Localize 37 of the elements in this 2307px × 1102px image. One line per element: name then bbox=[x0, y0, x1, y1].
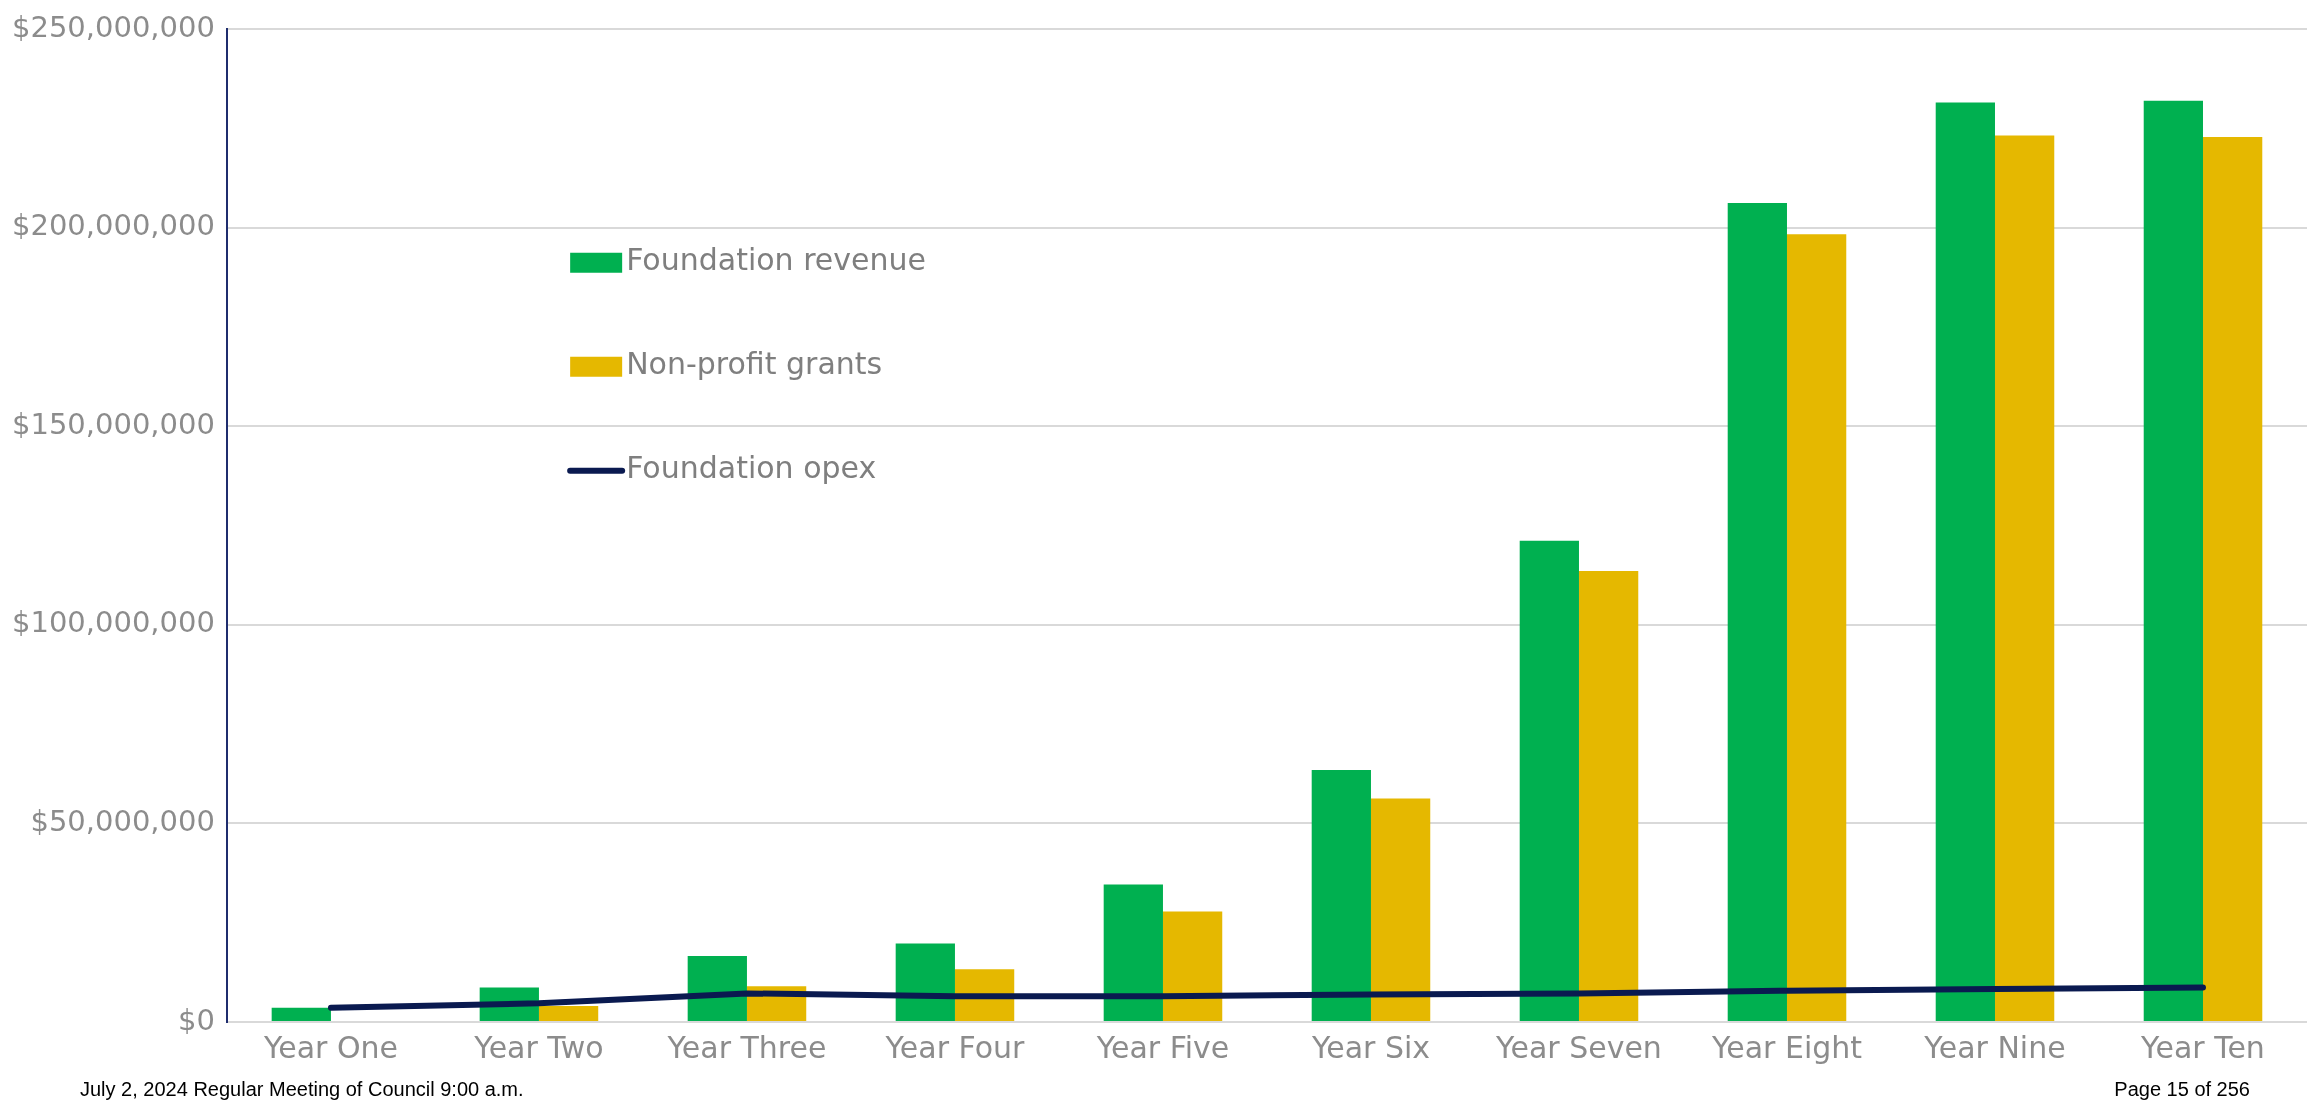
y-tick-label: $200,000,000 bbox=[11, 208, 215, 243]
bar bbox=[271, 1007, 331, 1021]
bar bbox=[1162, 911, 1223, 1021]
x-tick-label: Year One bbox=[262, 1029, 399, 1065]
x-tick-label: Year Six bbox=[1310, 1029, 1431, 1065]
bar bbox=[687, 956, 747, 1021]
bar bbox=[1103, 884, 1163, 1021]
legend-label: Foundation opex bbox=[626, 450, 877, 486]
text: July 2, 2024 Regular Meeting of Council 9:00 a.m. bbox=[80, 1077, 524, 1100]
text: Page 15 of 256 bbox=[2114, 1077, 2250, 1100]
x-tick-label: Year Two bbox=[473, 1029, 604, 1065]
x-tick-label: Year Three bbox=[666, 1029, 827, 1065]
legend-label: Foundation revenue bbox=[626, 242, 926, 278]
x-tick-label: Year Four bbox=[884, 1029, 1026, 1065]
bar bbox=[538, 1006, 599, 1021]
bar bbox=[1311, 769, 1371, 1021]
x-tick-label: Year Five bbox=[1095, 1029, 1230, 1065]
bar bbox=[1370, 798, 1431, 1021]
y-tick-label: $100,000,000 bbox=[11, 605, 215, 640]
bar bbox=[895, 943, 955, 1021]
y-tick-label: $250,000,000 bbox=[11, 9, 215, 44]
bar bbox=[1786, 234, 1847, 1021]
x-tick-label: Year Nine bbox=[1923, 1029, 2066, 1065]
x-tick-label: Year Eight bbox=[1710, 1029, 1863, 1065]
x-tick-label: Year Seven bbox=[1495, 1029, 1662, 1065]
bar bbox=[1727, 202, 1787, 1021]
bar bbox=[1935, 102, 1995, 1021]
bar bbox=[2143, 100, 2203, 1021]
legend-label: Non-profit grants bbox=[626, 346, 883, 382]
y-tick-label: $50,000,000 bbox=[30, 804, 215, 839]
bar bbox=[1519, 540, 1579, 1021]
bar bbox=[1994, 135, 2055, 1021]
bar bbox=[2203, 137, 2263, 1021]
x-tick-label: Year Ten bbox=[2140, 1029, 2265, 1065]
y-tick-label: $150,000,000 bbox=[11, 406, 215, 441]
bar bbox=[1578, 570, 1639, 1021]
y-tick-label: $0 bbox=[178, 1002, 215, 1037]
